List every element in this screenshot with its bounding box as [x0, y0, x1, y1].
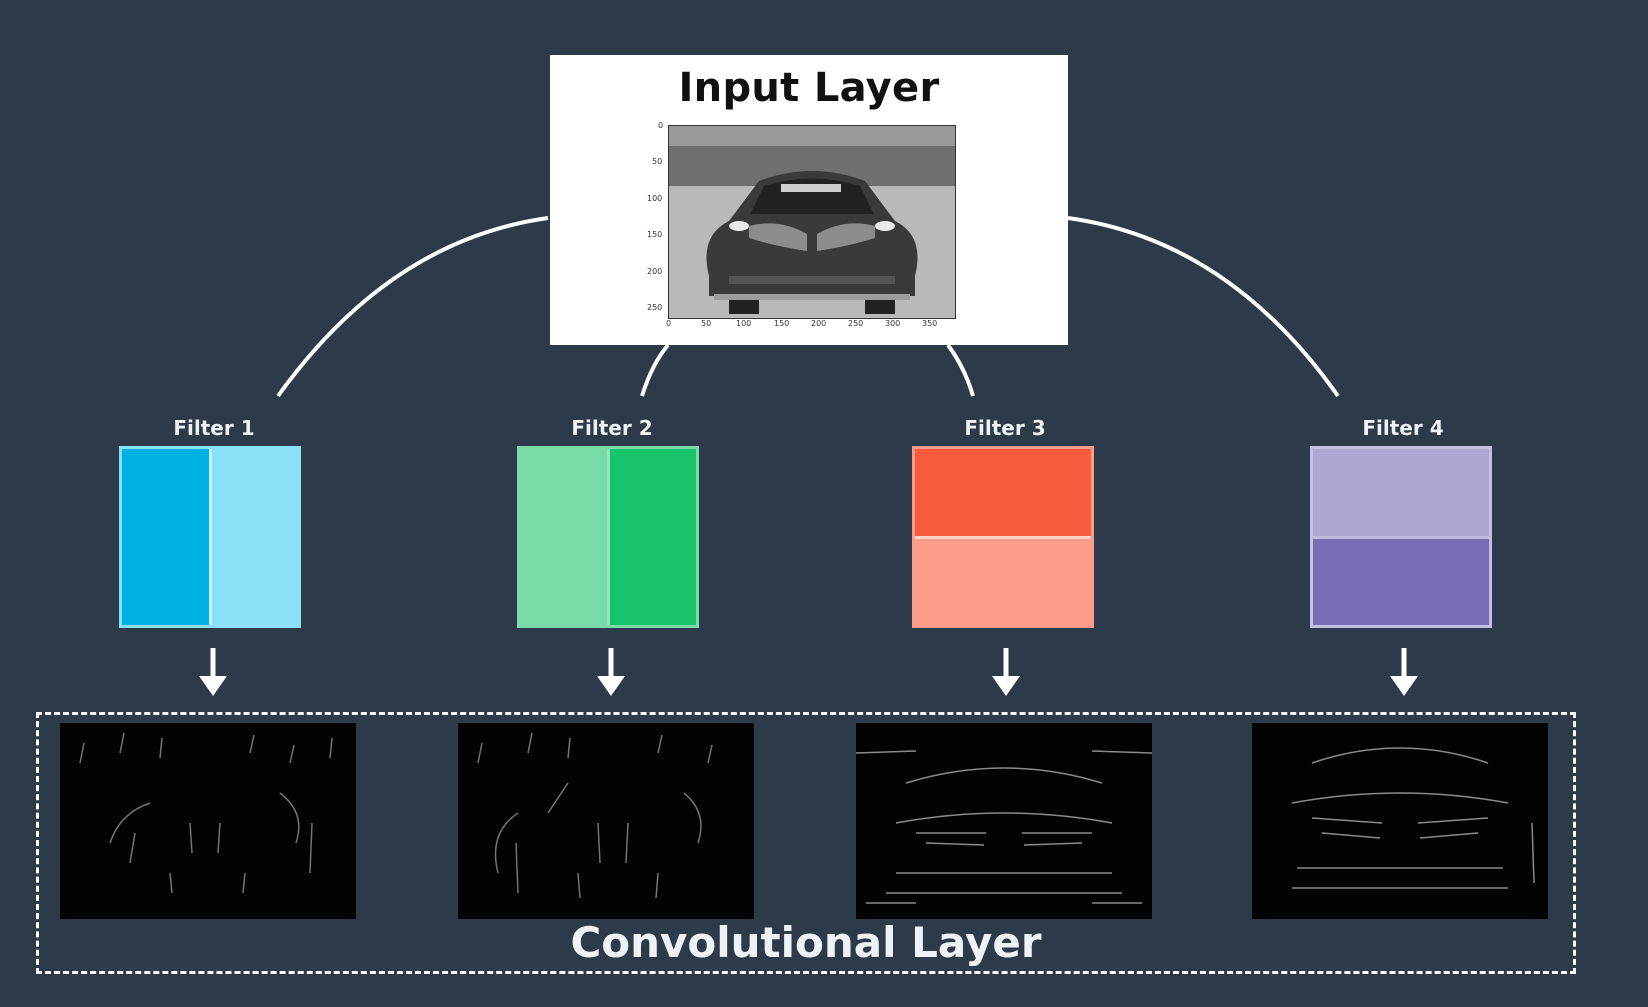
x-tick-label: 350: [922, 319, 938, 328]
filter-3-kernel: [912, 446, 1094, 628]
x-tick-label: 50: [701, 319, 712, 328]
feature-map-3: [856, 723, 1152, 919]
arc-to-filter-3: [946, 343, 975, 397]
car-grayscale-illustration: [669, 126, 955, 318]
y-tick-label: 250: [647, 303, 663, 312]
filter-1-right-half: [208, 449, 298, 625]
filter-2-left-half: [520, 449, 607, 625]
x-tick-label: 150: [774, 319, 790, 328]
filter-2-kernel: [517, 446, 699, 628]
convolutional-layer-frame: [36, 712, 1576, 974]
y-tick-label: 150: [647, 230, 663, 239]
filter-4-bottom-half: [1313, 535, 1489, 625]
filter-3-bottom-half: [915, 535, 1091, 625]
filter-1-kernel: [119, 446, 301, 628]
x-tick-label: 100: [736, 319, 752, 328]
x-tick-label: 0: [666, 319, 672, 328]
filter-2-right-half: [606, 449, 696, 625]
filter-1-label: Filter 1: [173, 416, 255, 440]
convolutional-layer-title: Convolutional Layer: [570, 918, 1042, 967]
filter-4-kernel: [1310, 446, 1492, 628]
y-tick-label: 0: [658, 121, 664, 130]
x-tick-label: 200: [811, 319, 827, 328]
y-tick-label: 100: [647, 194, 663, 203]
filter-1-left-half: [122, 449, 209, 625]
feature-map-4: [1252, 723, 1548, 919]
feature-map-1: [60, 723, 356, 919]
arrow-filter-3: [992, 648, 1020, 696]
arrow-filter-1: [199, 648, 227, 696]
input-layer-title: Input Layer: [678, 65, 940, 111]
x-tick-label: 300: [885, 319, 901, 328]
input-car-image: [668, 125, 956, 319]
arrow-filter-2: [597, 648, 625, 696]
arrow-filter-4: [1390, 648, 1418, 696]
filter-4-label: Filter 4: [1362, 416, 1444, 440]
input-layer-panel: Input Layer 0 50 100 150 200: [550, 55, 1068, 345]
filter-3-label: Filter 3: [964, 416, 1046, 440]
x-tick-label: 250: [848, 319, 864, 328]
filter-3-top-half: [915, 449, 1091, 536]
arc-to-filter-4: [1067, 216, 1340, 398]
arc-to-filter-1: [276, 216, 549, 398]
filter-4-top-half: [1313, 449, 1489, 536]
y-tick-label: 50: [652, 157, 663, 166]
arc-to-filter-2: [640, 343, 670, 397]
filter-2-label: Filter 2: [571, 416, 653, 440]
feature-map-2: [458, 723, 754, 919]
y-tick-label: 200: [647, 267, 663, 276]
